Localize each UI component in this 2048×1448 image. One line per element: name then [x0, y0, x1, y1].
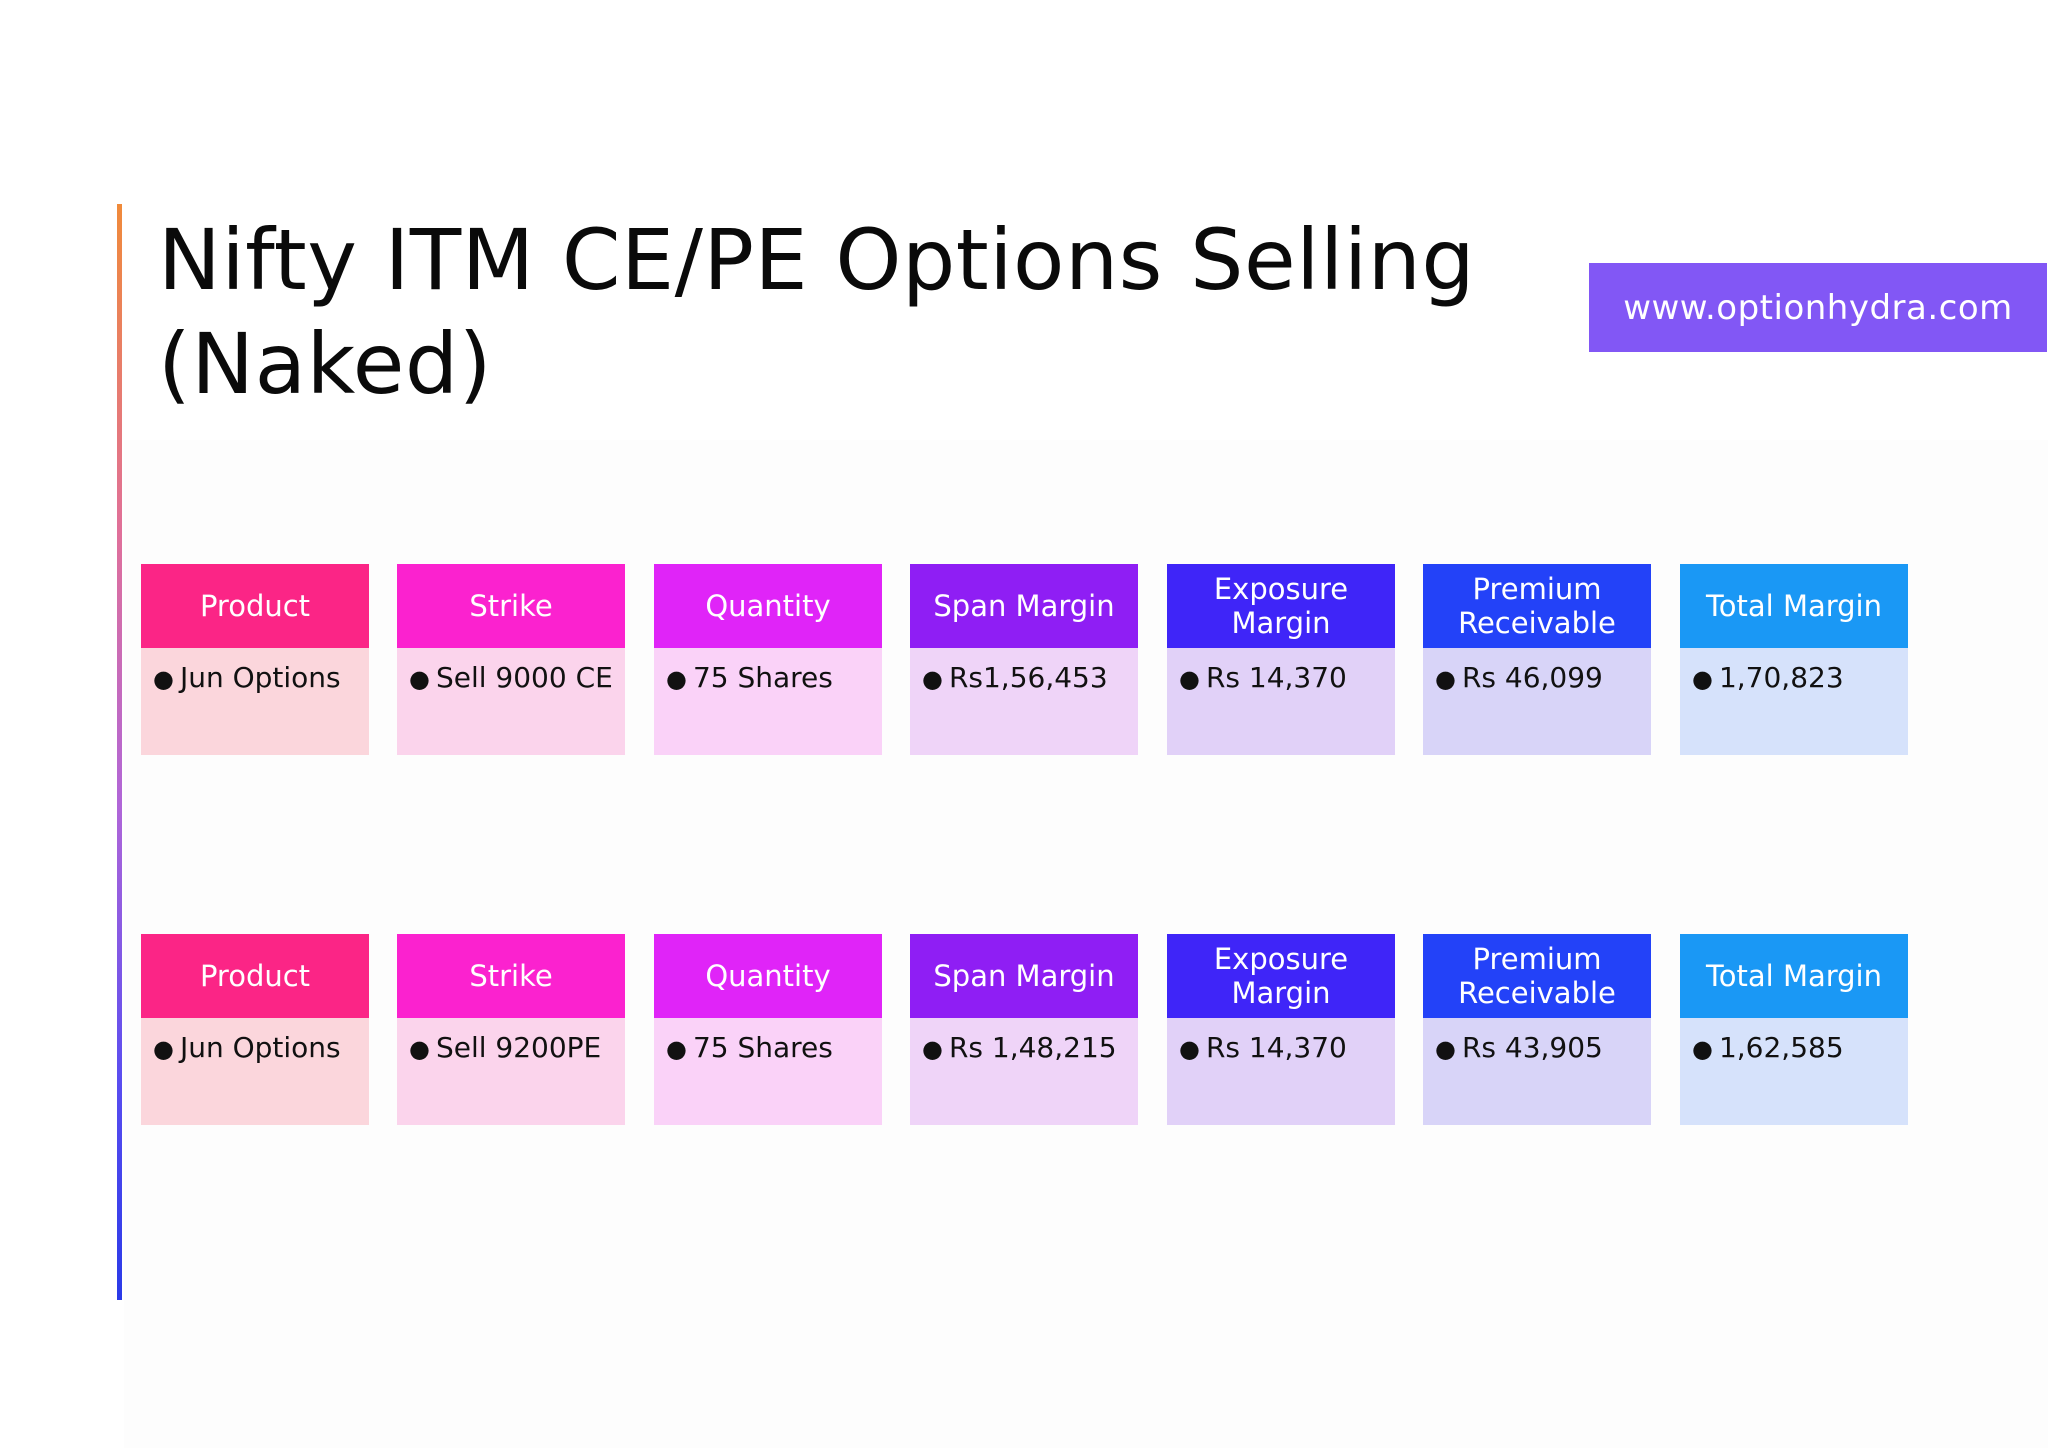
card-header: Exposure Margin [1167, 934, 1395, 1018]
card-header: Exposure Margin [1167, 564, 1395, 648]
card-product: Product ● Jun Options [141, 564, 369, 755]
card-body: ● Sell 9000 CE [397, 648, 625, 755]
card-header: Span Margin [910, 564, 1138, 648]
card-body: ● 1,70,823 [1680, 648, 1908, 755]
card-header: Total Margin [1680, 564, 1908, 648]
accent-line [117, 204, 122, 1300]
margin-table-pe: Product ● Jun Options Strike ● Sell 9200PE… [141, 934, 1909, 1125]
card-header: Strike [397, 934, 625, 1018]
card-value: 1,70,823 [1718, 661, 1844, 694]
card-value: Sell 9200PE [435, 1031, 602, 1064]
card-body: ● Rs1,56,453 [910, 648, 1138, 755]
card-premium-receivable: Premium Receivable ● Rs 46,099 [1423, 564, 1651, 755]
bullet-icon: ● [666, 1035, 687, 1063]
bullet-icon: ● [1692, 665, 1713, 693]
card-header: Premium Receivable [1423, 564, 1651, 648]
card-body: ● 1,62,585 [1680, 1018, 1908, 1125]
bullet-icon: ● [409, 665, 430, 693]
bullet-icon: ● [1179, 665, 1200, 693]
card-exposure-margin: Exposure Margin ● Rs 14,370 [1167, 934, 1395, 1125]
url-badge: www.optionhydra.com [1589, 263, 2047, 352]
card-header: Quantity [654, 564, 882, 648]
card-value: Jun Options [179, 1031, 341, 1064]
card-exposure-margin: Exposure Margin ● Rs 14,370 [1167, 564, 1395, 755]
card-header: Quantity [654, 934, 882, 1018]
card-premium-receivable: Premium Receivable ● Rs 43,905 [1423, 934, 1651, 1125]
card-body: ● Rs 14,370 [1167, 648, 1395, 755]
card-body: ● 75 Shares [654, 648, 882, 755]
bullet-icon: ● [153, 1035, 174, 1063]
card-total-margin: Total Margin ● 1,62,585 [1680, 934, 1908, 1125]
card-value: Rs 1,48,215 [948, 1031, 1117, 1064]
card-header: Product [141, 564, 369, 648]
card-header: Total Margin [1680, 934, 1908, 1018]
card-header: Premium Receivable [1423, 934, 1651, 1018]
card-value: Jun Options [179, 661, 341, 694]
card-body: ● Rs 14,370 [1167, 1018, 1395, 1125]
card-strike: Strike ● Sell 9200PE [397, 934, 625, 1125]
card-header: Product [141, 934, 369, 1018]
bullet-icon: ● [666, 665, 687, 693]
card-value: 75 Shares [692, 661, 833, 694]
bullet-icon: ● [1435, 1035, 1456, 1063]
card-value: Sell 9000 CE [435, 661, 613, 694]
bullet-icon: ● [922, 665, 943, 693]
card-value: 1,62,585 [1718, 1031, 1844, 1064]
card-body: ● Rs 46,099 [1423, 648, 1651, 755]
card-quantity: Quantity ● 75 Shares [654, 934, 882, 1125]
card-total-margin: Total Margin ● 1,70,823 [1680, 564, 1908, 755]
card-value: Rs 43,905 [1461, 1031, 1603, 1064]
card-value: Rs 46,099 [1461, 661, 1603, 694]
bullet-icon: ● [153, 665, 174, 693]
card-value: 75 Shares [692, 1031, 833, 1064]
slide-title: Nifty ITM CE/PE Options Selling (Naked) [158, 211, 1476, 413]
card-header: Span Margin [910, 934, 1138, 1018]
card-header: Strike [397, 564, 625, 648]
card-body: ● Sell 9200PE [397, 1018, 625, 1125]
card-quantity: Quantity ● 75 Shares [654, 564, 882, 755]
card-value: Rs 14,370 [1205, 1031, 1347, 1064]
card-value: Rs1,56,453 [948, 661, 1108, 694]
bullet-icon: ● [409, 1035, 430, 1063]
bullet-icon: ● [1179, 1035, 1200, 1063]
bullet-icon: ● [1692, 1035, 1713, 1063]
card-strike: Strike ● Sell 9000 CE [397, 564, 625, 755]
card-span-margin: Span Margin ● Rs1,56,453 [910, 564, 1138, 755]
margin-table-ce: Product ● Jun Options Strike ● Sell 9000 C… [141, 564, 1909, 755]
card-body: ● Jun Options [141, 1018, 369, 1125]
card-value: Rs 14,370 [1205, 661, 1347, 694]
card-body: ● Rs 43,905 [1423, 1018, 1651, 1125]
card-body: ● 75 Shares [654, 1018, 882, 1125]
card-body: ● Rs 1,48,215 [910, 1018, 1138, 1125]
card-product: Product ● Jun Options [141, 934, 369, 1125]
card-body: ● Jun Options [141, 648, 369, 755]
card-span-margin: Span Margin ● Rs 1,48,215 [910, 934, 1138, 1125]
bullet-icon: ● [1435, 665, 1456, 693]
bullet-icon: ● [922, 1035, 943, 1063]
